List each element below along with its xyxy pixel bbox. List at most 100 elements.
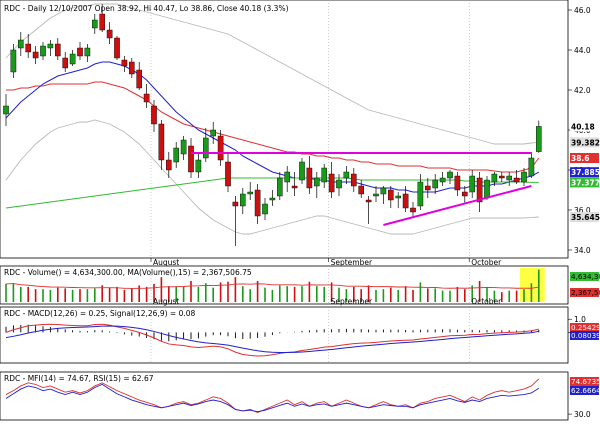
candle-body xyxy=(462,191,468,197)
macd-panel-title: RDC - MACD(12,26) = 0.25, Signal(12,26,9… xyxy=(4,309,196,318)
candle-body xyxy=(439,177,446,183)
candle-body xyxy=(106,29,113,39)
candle-body xyxy=(25,43,32,53)
osc-value-label-box xyxy=(570,377,599,386)
candle-body xyxy=(328,173,335,193)
macd-panel: RDC - MACD(12,26) = 0.25, Signal(12,26,9… xyxy=(0,306,600,364)
macd-line xyxy=(5,323,539,357)
candle-body xyxy=(69,53,76,65)
candle-body xyxy=(314,177,320,187)
mfi-rsi-panel: RDC - MFI(14) = 74.67, RSI(15) = 62.67 3… xyxy=(0,371,600,421)
candle-body xyxy=(188,145,194,173)
osc-value-label: 74.6735 xyxy=(571,377,600,386)
candle-body xyxy=(55,43,61,57)
rsi-line xyxy=(5,383,540,413)
macd-value-label: 0.254291 xyxy=(571,323,600,332)
candle-body xyxy=(336,179,342,189)
candle-body xyxy=(195,159,202,173)
price-value-label: 39.382 xyxy=(571,138,600,147)
candle-body xyxy=(77,47,83,57)
price-value-label: 37.8859 xyxy=(571,168,600,177)
volume-value-label-box xyxy=(570,272,599,281)
candle-body xyxy=(151,105,157,125)
candle-body xyxy=(239,193,246,207)
volume-month-label: September xyxy=(331,297,373,306)
candle-body xyxy=(143,93,150,103)
candle-body xyxy=(202,137,209,159)
candle-body xyxy=(491,173,498,183)
candle-body xyxy=(484,179,490,199)
candle-body xyxy=(217,135,224,161)
price-panel: RDC - Daily 12/10/2007 Open 38.92, Hi 40… xyxy=(0,0,600,267)
candle-body xyxy=(417,181,424,207)
macd-panel-frame xyxy=(0,306,569,364)
candle-body xyxy=(388,189,394,201)
support-line xyxy=(383,185,532,226)
macd-value-label: 0.080399 xyxy=(571,331,600,340)
volume-month-label: October xyxy=(471,297,502,306)
candle-body xyxy=(277,177,283,197)
candle-body xyxy=(32,51,39,59)
candle-body xyxy=(351,173,357,187)
price-value-label-box xyxy=(570,121,599,132)
candle-body xyxy=(210,129,217,137)
candle-body xyxy=(380,187,387,195)
candle-body xyxy=(18,39,24,49)
candle-body xyxy=(284,171,291,183)
candle-body xyxy=(410,207,416,213)
mfi-rsi-panel-frame xyxy=(0,371,569,421)
candle-body xyxy=(62,57,68,69)
candle-body xyxy=(47,43,54,49)
price-value-label-box xyxy=(570,167,599,178)
price-y-tick-label: 42.0 xyxy=(574,86,591,95)
candle-body xyxy=(402,193,409,209)
price-y-tick-label: 34.0 xyxy=(574,246,591,255)
macd-y-tick-label: 1.0 xyxy=(574,315,586,324)
mfi-line xyxy=(5,378,540,414)
candle-body xyxy=(373,193,379,197)
candle-body xyxy=(506,175,513,181)
candle-body xyxy=(225,161,231,187)
moving-average-line xyxy=(6,81,540,173)
candle-body xyxy=(40,45,46,57)
candle-body xyxy=(269,197,276,201)
volume-month-label: August xyxy=(153,297,179,306)
candle-body xyxy=(476,177,483,203)
candle-body xyxy=(447,171,453,179)
bollinger-band-upper xyxy=(5,3,539,145)
price-y-tick-label: 44.0 xyxy=(574,46,591,55)
candle-body xyxy=(114,37,120,59)
candle-body xyxy=(521,171,527,183)
candle-body xyxy=(528,157,535,177)
price-value-label-box xyxy=(570,137,599,148)
osc-value-label: 62.6664 xyxy=(571,386,600,395)
candle-body xyxy=(536,126,542,152)
month-label: October xyxy=(471,258,502,267)
candle-body xyxy=(84,47,91,57)
candle-body xyxy=(254,189,261,217)
price-value-label: 38.6 xyxy=(571,154,590,163)
price-value-label: 40.18 xyxy=(571,122,595,131)
moving-average-line xyxy=(5,61,540,193)
candle-body xyxy=(358,185,365,195)
price-value-label: 35.6452 xyxy=(571,213,600,222)
candle-body xyxy=(306,167,313,189)
volume-panel: RDC - Volume() = 4,634,300.00, MA(Volume… xyxy=(0,265,600,306)
price-y-tick-label: 36.0 xyxy=(574,206,591,215)
volume-value-label: 4,634,30 xyxy=(571,272,600,281)
macd-value-label-box xyxy=(570,323,599,332)
osc-y-tick-label: 30.0 xyxy=(574,410,591,419)
price-value-label-box xyxy=(570,177,599,188)
macd-value-label-box xyxy=(570,331,599,340)
volume-moving-average xyxy=(5,283,539,289)
candle-body xyxy=(321,167,328,183)
candle-body xyxy=(343,171,350,179)
candle-body xyxy=(10,49,17,73)
candle-body xyxy=(232,201,239,207)
price-value-label-box xyxy=(570,212,599,222)
candle-body xyxy=(128,61,135,75)
candle-body xyxy=(469,175,476,193)
candle-body xyxy=(291,185,298,189)
